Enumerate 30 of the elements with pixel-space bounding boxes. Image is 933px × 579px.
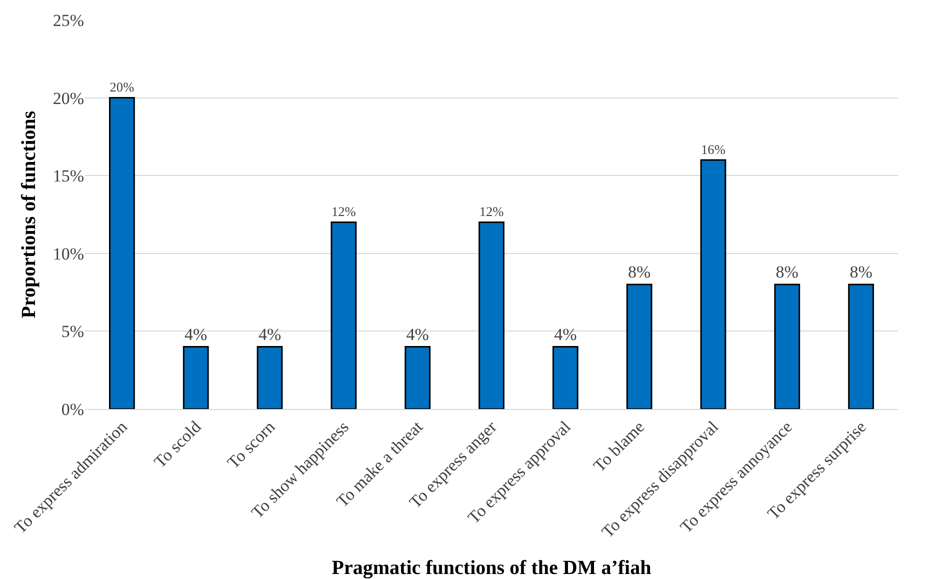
y-tick-label: 20% xyxy=(52,88,84,108)
data-label: 8% xyxy=(776,262,798,282)
data-label: 4% xyxy=(184,324,208,344)
y-axis-title: Proportions of functions xyxy=(18,110,40,318)
bar xyxy=(330,222,357,409)
bar xyxy=(182,346,209,409)
bar xyxy=(774,284,800,409)
data-label: 20% xyxy=(110,80,134,95)
bar xyxy=(700,159,726,409)
data-label: 16% xyxy=(701,142,726,157)
y-tick-label: 10% xyxy=(52,244,84,264)
bar xyxy=(404,346,431,409)
data-label: 4% xyxy=(554,324,577,344)
bar xyxy=(848,284,874,409)
data-label: 8% xyxy=(628,262,651,282)
y-tick-label: 0% xyxy=(61,400,84,419)
y-tick-label: 5% xyxy=(61,322,84,342)
data-label: 4% xyxy=(406,324,429,344)
data-label: 12% xyxy=(479,204,504,220)
data-label: 12% xyxy=(331,204,356,220)
y-tick-label: 15% xyxy=(52,166,84,186)
data-label: 4% xyxy=(258,324,282,344)
y-tick-label: 25% xyxy=(52,10,84,30)
bar xyxy=(256,346,283,409)
bar xyxy=(626,284,652,409)
bar xyxy=(478,222,504,409)
bar xyxy=(552,346,578,409)
bar xyxy=(109,97,135,409)
data-label: 8% xyxy=(850,262,872,282)
x-axis-title: Pragmatic functions of the DM a’fiah xyxy=(332,557,652,579)
